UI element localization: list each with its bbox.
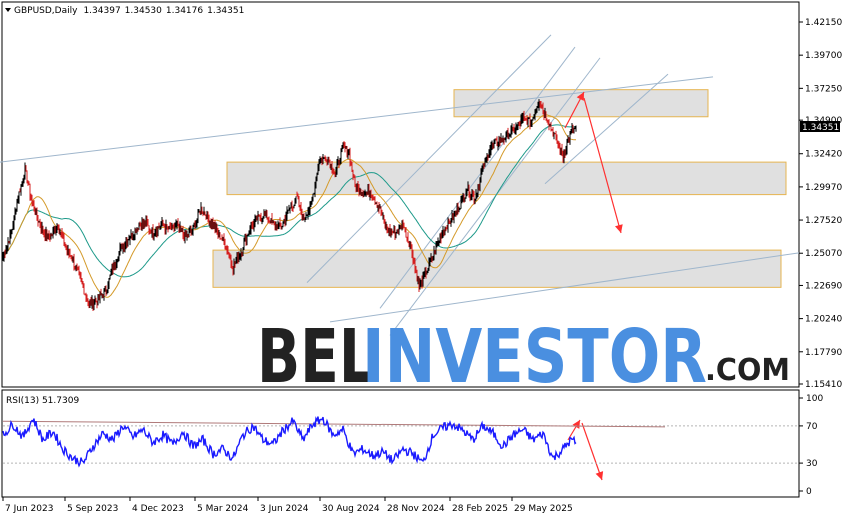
rsi-line	[2, 416, 577, 468]
forecast-arrows	[564, 91, 623, 481]
chart-header: GBPUSD,Daily 1.34397 1.34530 1.34176 1.34351	[5, 6, 244, 16]
trendline	[306, 34, 552, 283]
watermark-com: .COM	[705, 353, 790, 388]
forecast-arrow-head	[615, 224, 623, 233]
rsi-label: RSI(13) 51.7309	[6, 396, 79, 406]
price-tick-label: 1.32420	[805, 150, 842, 160]
current-price-tag: 1.34351	[800, 121, 840, 133]
time-tick-label: 4 Dec 2023	[132, 504, 184, 514]
price-tick-label: 1.42150	[805, 18, 842, 28]
forecast-arrow-line	[583, 97, 622, 234]
symbol-label: GBPUSD,Daily	[14, 6, 78, 16]
trendline	[329, 252, 800, 323]
price-tick-label: 1.20240	[805, 315, 842, 325]
price-tick-label: 1.25070	[805, 249, 842, 259]
forecast-arrow-head	[572, 420, 580, 429]
rsi-axis: 100 70 30 0	[799, 394, 823, 497]
price-tick-label: 1.22690	[805, 281, 842, 291]
price-tick-label: 1.17790	[805, 348, 842, 358]
time-tick-label: 5 Sep 2023	[67, 504, 118, 514]
trendline	[544, 73, 669, 185]
rsi-trendline	[2, 420, 666, 428]
price-zone	[212, 249, 782, 288]
price-tick-label: 1.39700	[805, 51, 842, 61]
close-value: 1.34351	[207, 6, 244, 16]
price-tick-label: 1.37250	[805, 84, 842, 94]
high-value: 1.34530	[125, 6, 162, 16]
time-tick-label: 29 May 2025	[514, 504, 573, 514]
time-axis: 7 Jun 2023 5 Sep 2023 4 Dec 2023 5 Mar 2024…	[2, 497, 573, 514]
time-tick-label: 5 Mar 2024	[197, 504, 249, 514]
price-tick-label: 1.15410	[805, 380, 842, 390]
forecast-arrow-head	[595, 471, 604, 480]
dropdown-triangle-icon[interactable]	[5, 8, 11, 12]
price-axis: 1.421501.397001.372501.349001.324201.299…	[799, 18, 842, 390]
rsi-tick-label: 30	[806, 459, 818, 469]
forecast-arrow-line	[581, 422, 603, 481]
rsi-tick-label: 70	[806, 422, 818, 432]
watermark-investor: INVESTOR	[362, 314, 707, 400]
forecast-arrow-head	[576, 92, 584, 101]
moving-average-fast	[2, 114, 577, 298]
low-value: 1.34176	[166, 6, 203, 16]
watermark-bel: BEL	[257, 314, 375, 400]
trendline	[0, 76, 714, 163]
time-tick-label: 3 Jun 2024	[260, 504, 309, 514]
time-tick-label: 7 Jun 2023	[5, 504, 53, 514]
rsi-panel[interactable]	[1, 389, 800, 498]
moving-average-slow	[2, 124, 576, 278]
time-tick-label: 30 Aug 2024	[322, 504, 380, 514]
current-price-label: 1.34351	[802, 123, 839, 133]
candles	[2, 99, 577, 312]
time-tick-label: 28 Nov 2024	[387, 504, 445, 514]
rsi-tick-label: 100	[806, 394, 823, 404]
price-tick-label: 1.29970	[805, 183, 842, 193]
open-value: 1.34397	[83, 6, 120, 16]
price-tick-label: 1.27520	[805, 216, 842, 226]
rsi-indicator	[2, 416, 798, 468]
rsi-tick-label: 0	[806, 487, 812, 497]
watermark: BEL INVESTOR .COM	[257, 314, 790, 400]
time-tick-label: 28 Feb 2025	[452, 504, 508, 514]
